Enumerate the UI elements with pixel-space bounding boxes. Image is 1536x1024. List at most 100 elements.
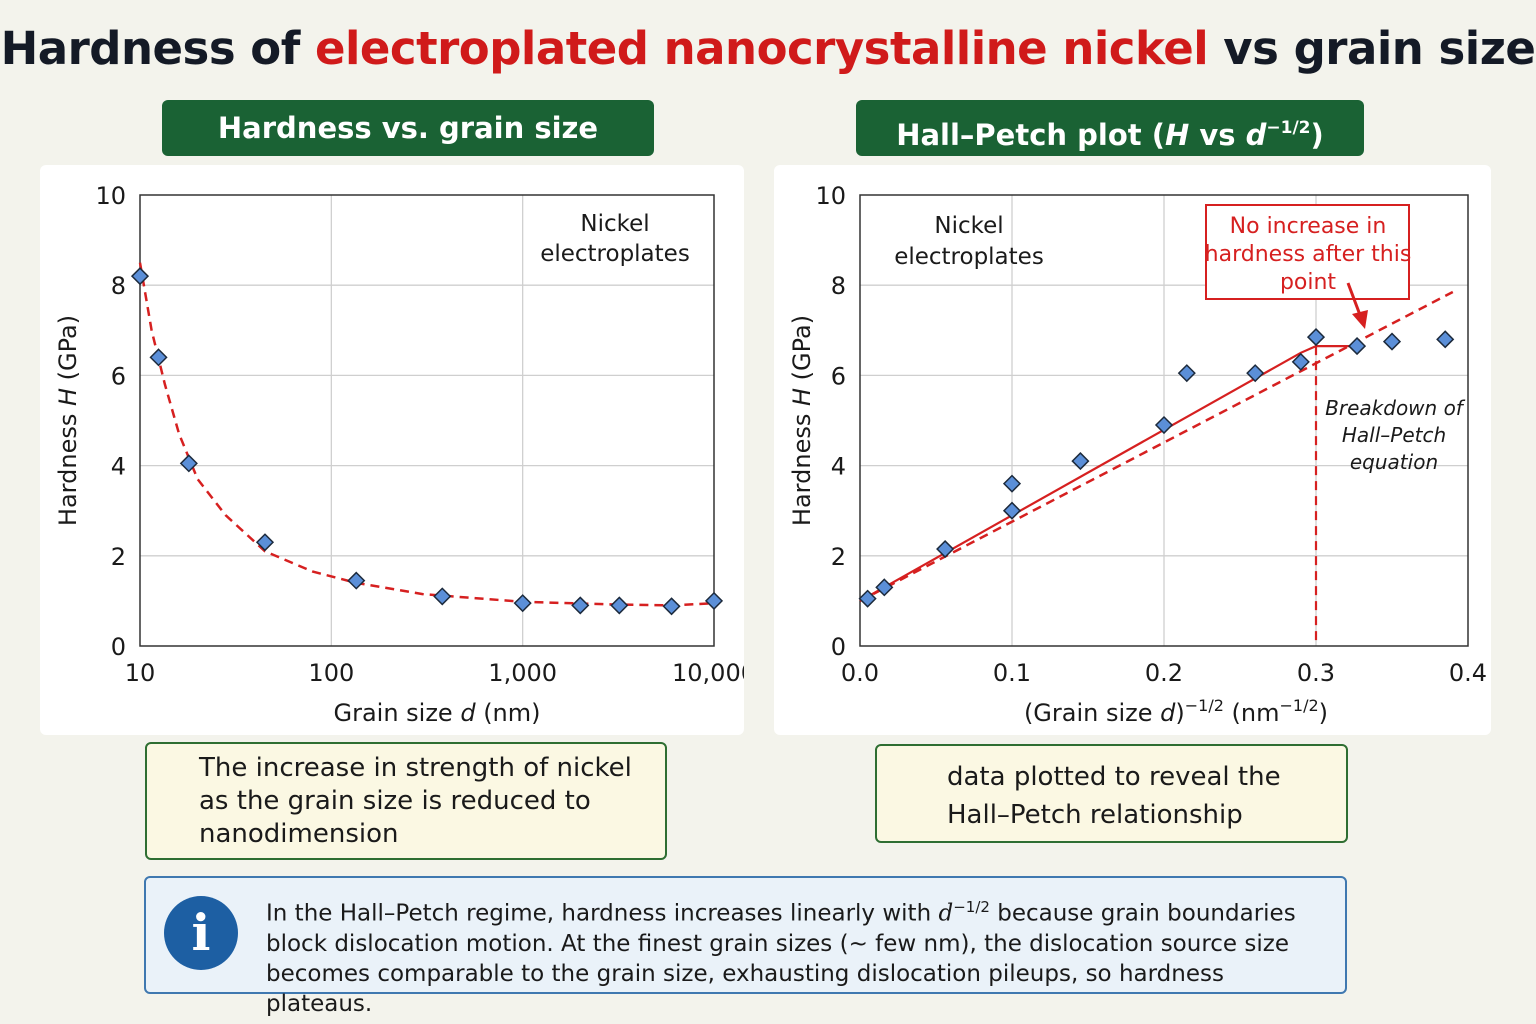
annotation-line: electroplates [894, 244, 1044, 270]
y-axis-label-text: Hardness [54, 406, 82, 526]
x-tick-label: 10 [125, 659, 156, 687]
x-axis-label-text: (Grain size [1024, 699, 1160, 727]
y-tick-label: 4 [831, 453, 846, 481]
fit-curve [138, 262, 715, 607]
data-points [130, 267, 724, 616]
y-axis-label: Hardness H (GPa) [788, 315, 816, 526]
data-point [433, 587, 452, 606]
x-axis-label-end: ) [1319, 699, 1328, 727]
data-point [130, 267, 150, 286]
callout-arrow-head [1352, 310, 1368, 329]
left-caption-line: nanodimension [199, 819, 399, 849]
title-part2: vs grain size [1208, 22, 1536, 75]
info-line-1b: because grain boundaries [989, 900, 1296, 927]
y-tick-label: 10 [95, 182, 126, 210]
data-point [704, 591, 724, 610]
right-header-exp: −1/2 [1266, 118, 1311, 138]
plot-frame [139, 194, 715, 647]
callout-arrow-shaft [1346, 282, 1362, 316]
data-point [936, 539, 955, 559]
data-point [347, 571, 366, 590]
y-tick-label: 2 [111, 543, 126, 571]
x-axis-label-var: d [460, 699, 476, 727]
info-text: In the Hall–Petch regime, hardness incre… [266, 892, 1336, 1019]
callout-text: No increase in hardness after this point [1205, 214, 1412, 295]
x-axis-label: Grain size d (nm) [333, 699, 540, 727]
right-header-suffix: ) [1310, 118, 1324, 152]
data-point [1306, 328, 1326, 347]
y-axis-label-var: H [54, 388, 82, 406]
x-axis-label-exp: −1/2 [1185, 696, 1224, 715]
data-point [662, 597, 681, 616]
right-header-mid: vs [1189, 118, 1246, 152]
left-caption-line: as the grain size is reduced to [199, 786, 591, 816]
y-tick-label: 4 [111, 453, 126, 481]
data-point [1436, 330, 1455, 349]
data-point [1382, 332, 1402, 351]
page-title: Hardness of electroplated nanocrystallin… [0, 22, 1536, 75]
info-line-3: becomes comparable to the grain size, ex… [266, 960, 1224, 1017]
data-point [255, 533, 275, 552]
x-axis-label-unit: (nm) [476, 699, 541, 727]
data-point [179, 454, 198, 473]
x-tick-label: 0.1 [993, 659, 1031, 687]
callout-line: hardness after this [1205, 242, 1412, 267]
y-tick-label: 0 [831, 633, 846, 661]
right-header-var: H [1164, 118, 1190, 152]
right-caption-line: data plotted to reveal the [947, 762, 1281, 792]
info-line-1: In the Hall–Petch regime, hardness incre… [266, 892, 1336, 929]
right-caption-line: Hall–Petch relationship [947, 800, 1243, 830]
x-axis-label-var: d [1160, 699, 1176, 727]
plateau-line [859, 345, 1362, 602]
data-point [1154, 415, 1174, 435]
hardness-vs-grain-size-chart: 10 100 1,000 10,000 0 2 4 6 8 10 Hardness H (GPa) G… [54, 182, 744, 727]
data-point [610, 596, 629, 615]
x-tick-label: 0.3 [1297, 659, 1335, 687]
x-tick-label: 100 [308, 659, 354, 687]
x-axis-label-close: ) [1175, 699, 1184, 727]
y-axis-label-unit: (GPa) [788, 315, 816, 388]
title-part1: Hardness of [0, 22, 315, 75]
y-tick-label: 10 [815, 182, 846, 210]
right-chart-card: 0.0 0.1 0.2 0.3 0.4 0 2 4 6 8 10 Hardness H (GPa) (G… [774, 165, 1491, 735]
plot-frame [859, 194, 1469, 647]
x-tick-label: 0.4 [1449, 659, 1487, 687]
annotation-nickel-electroplates: Nickel electroplates [540, 211, 690, 267]
callout-line: No increase in [1230, 214, 1387, 239]
annotation-line: Nickel [934, 213, 1003, 239]
callout-line: point [1280, 270, 1336, 295]
annotation-line: Nickel [580, 211, 649, 237]
left-panel-header-label: Hardness vs. grain size [217, 111, 599, 145]
x-axis-label: (Grain size d)−1/2 (nm−1/2) [1024, 696, 1328, 727]
right-header-prefix: Hall–Petch plot ( [896, 118, 1165, 152]
info-line-1-exp: −1/2 [953, 898, 990, 916]
right-caption: data plotted to reveal the Hall–Petch re… [875, 744, 1348, 843]
y-tick-label: 8 [111, 272, 126, 300]
x-tick-label: 1,000 [488, 659, 557, 687]
info-icon: i [164, 896, 238, 970]
breakdown-label-line: Breakdown of [1325, 396, 1466, 420]
x-axis-label-exp: −1/2 [1280, 696, 1319, 715]
x-tick-label: 0.2 [1145, 659, 1183, 687]
data-points [858, 328, 1455, 608]
data-point [1002, 501, 1022, 520]
data-point [875, 578, 894, 597]
data-point [1177, 364, 1196, 383]
annotation-line: electroplates [540, 241, 690, 267]
x-tick-label: 10,000 [672, 659, 744, 687]
breakdown-label-line: equation [1350, 450, 1438, 474]
data-point [1347, 337, 1367, 356]
data-point [1002, 474, 1022, 493]
x-axis-label-unit: (nm [1224, 699, 1280, 727]
info-line-1-var: d [938, 900, 954, 927]
y-axis-label: Hardness H (GPa) [54, 315, 82, 526]
y-tick-label: 0 [111, 633, 126, 661]
breakdown-label-line: Hall–Petch [1342, 423, 1446, 447]
data-point [1291, 352, 1310, 371]
y-tick-label: 2 [831, 543, 846, 571]
breakdown-label: Breakdown of Hall–Petch equation [1325, 396, 1466, 474]
x-axis-label-text: Grain size [333, 699, 460, 727]
info-line-2: block dislocation motion. At the finest … [266, 930, 1289, 957]
info-line-1a: In the Hall–Petch regime, hardness incre… [266, 900, 939, 927]
